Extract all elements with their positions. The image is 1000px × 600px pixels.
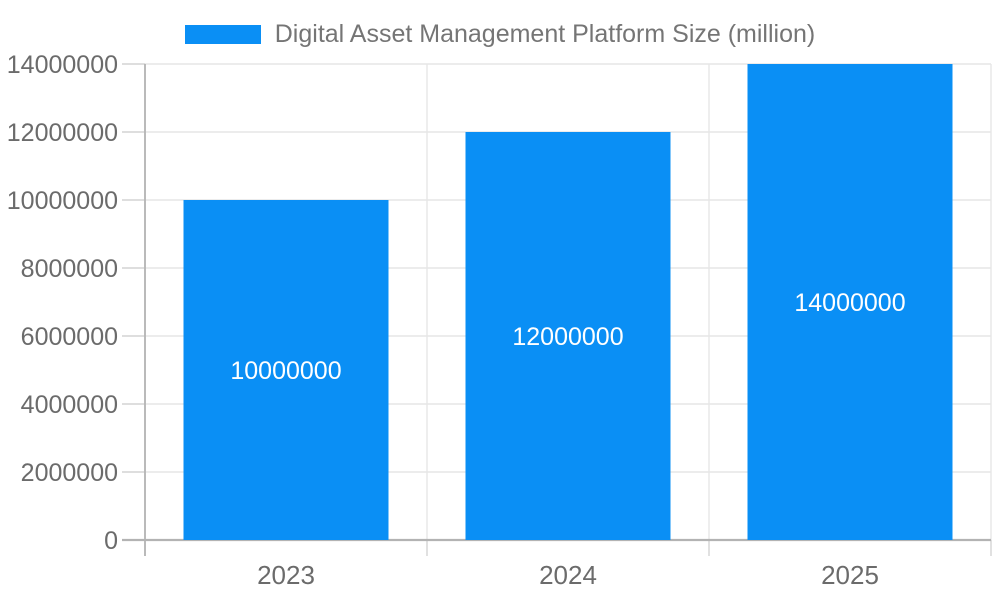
y-axis-tick-label: 8000000: [21, 255, 118, 283]
y-axis-tick-label: 10000000: [7, 187, 118, 215]
bar-2023[interactable]: [183, 200, 389, 540]
bar-value-label: 14000000: [794, 289, 905, 317]
y-axis-tick-label: 12000000: [7, 119, 118, 147]
bar-2025[interactable]: [747, 64, 953, 540]
x-axis-tick-label: 2025: [821, 560, 879, 590]
x-axis-tick-label: 2024: [539, 560, 597, 590]
legend-swatch: [184, 24, 261, 44]
y-axis-tick-label: 0: [104, 527, 118, 555]
bar-value-label: 10000000: [230, 357, 341, 385]
bar-2024[interactable]: [465, 132, 671, 540]
bar-value-label: 12000000: [512, 323, 623, 351]
y-axis-tick-label: 2000000: [21, 459, 118, 487]
legend[interactable]: Digital Asset Management Platform Size (…: [0, 21, 1000, 47]
y-axis-tick-label: 4000000: [21, 391, 118, 419]
y-axis-tick-label: 6000000: [21, 323, 118, 351]
x-axis-tick-label: 2023: [257, 560, 315, 590]
legend-label: Digital Asset Management Platform Size (…: [274, 20, 816, 48]
y-axis-tick-label: 14000000: [7, 51, 118, 79]
